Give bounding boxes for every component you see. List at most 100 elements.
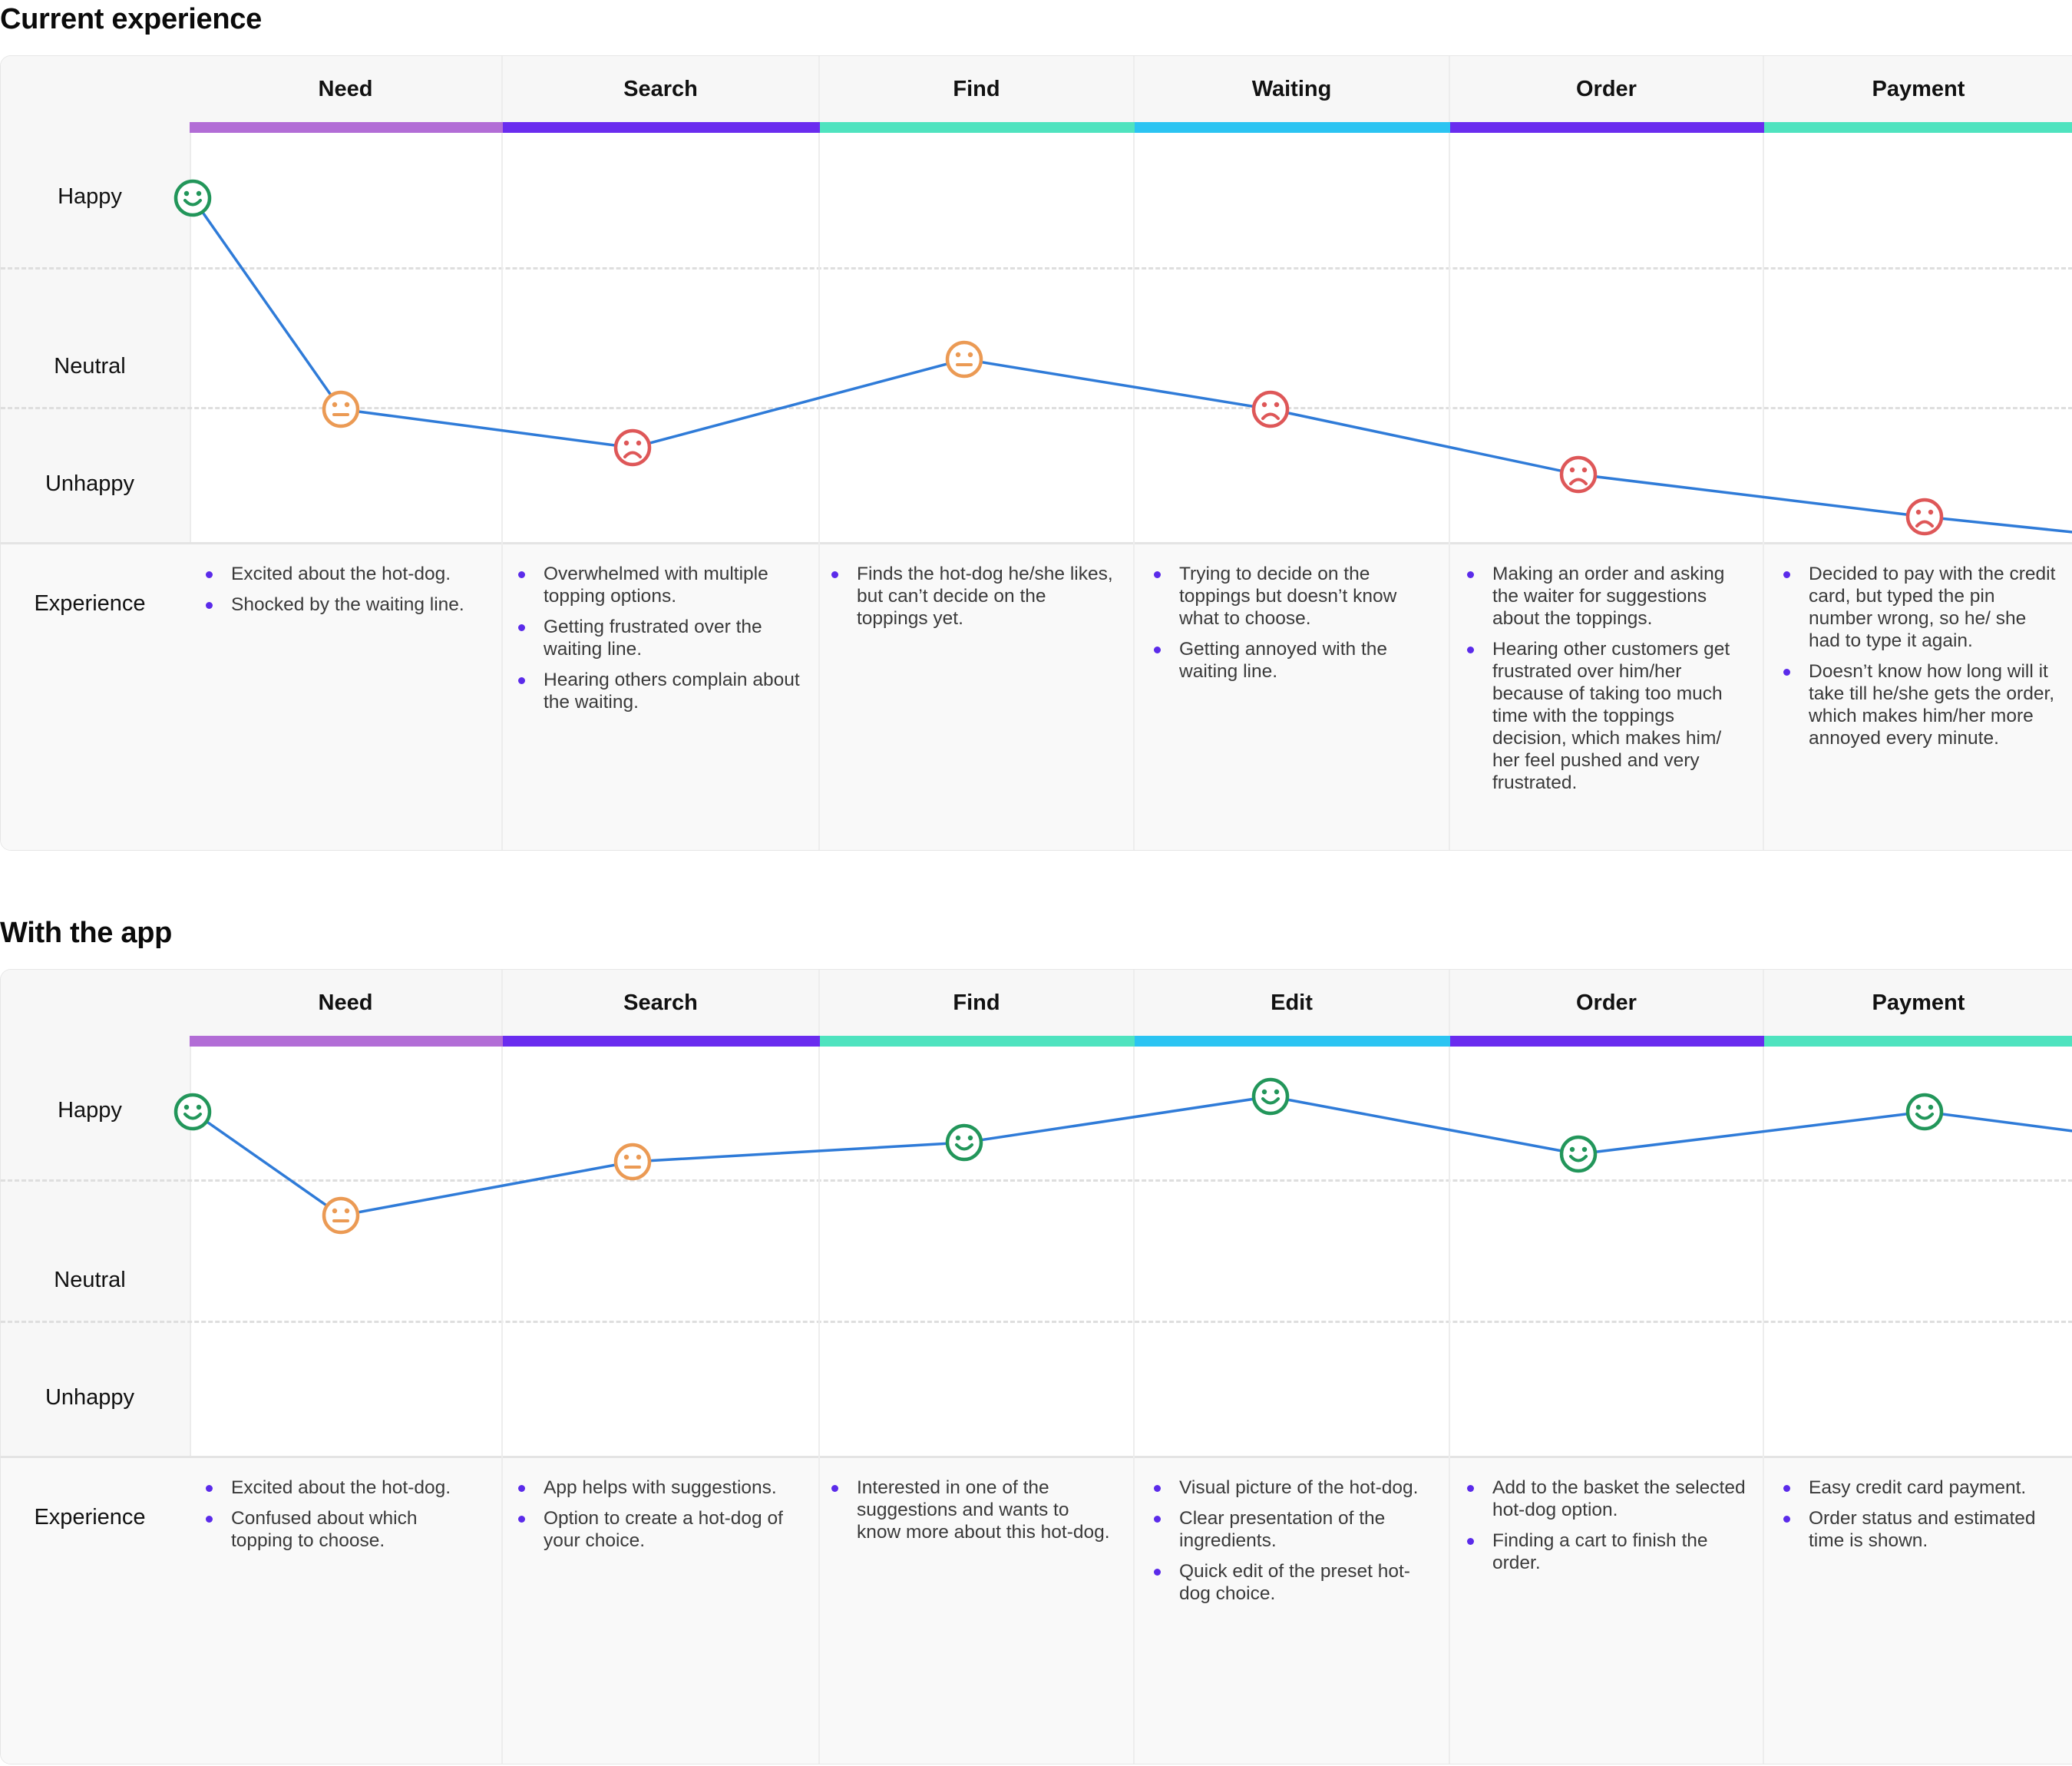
phase-bar: [1764, 122, 2072, 133]
experience-list: Easy credit card payment. Order status an…: [1781, 1477, 2061, 1560]
phase-bar: [503, 1036, 820, 1047]
row-label-happy: Happy: [58, 184, 122, 209]
experience-item: Option to create a hot-dog of your choic…: [516, 1507, 800, 1552]
experience-item: Order status and estimated time is shown…: [1781, 1507, 2061, 1552]
experience-item: Decided to pay with the credit card, but…: [1781, 563, 2061, 652]
row-label-neutral: Neutral: [54, 354, 126, 379]
divider-dashed: [1, 1321, 2072, 1323]
experience-item: Making an order and asking the waiter fo…: [1465, 563, 1749, 630]
unhappy-face-icon: [1905, 498, 1944, 536]
experience-list: Overwhelmed with multiple topping option…: [516, 563, 800, 722]
phase-bar: [190, 1036, 503, 1047]
column-divider: [1763, 970, 1764, 1764]
happy-face-icon: [173, 179, 212, 217]
neutral-face-icon: [322, 390, 360, 428]
phase-bar: [503, 122, 820, 133]
experience-item: Add to the basket the selected hot-dog o…: [1465, 1477, 1749, 1521]
phase-bar: [1135, 122, 1450, 133]
divider-dashed: [1, 1179, 2072, 1182]
phase-order: Order: [1576, 76, 1637, 101]
column-divider: [818, 56, 820, 850]
emotion-curve-chart: [173, 1077, 2072, 1235]
experience-band: [1, 1456, 2072, 1764]
experience-item: Hearing other customers get frustrated o…: [1465, 638, 1749, 794]
journey-board-app: Need Search Find Edit Order Payment Happ…: [0, 969, 2072, 1764]
section-title: With the app: [0, 917, 173, 949]
emotion-curve-chart: [173, 179, 2072, 536]
column-divider: [501, 56, 503, 850]
column-divider: [1763, 56, 1764, 850]
experience-item: Easy credit card payment.: [1781, 1477, 2061, 1499]
column-divider: [1133, 56, 1135, 850]
phase-order: Order: [1576, 990, 1637, 1015]
phase-bar: [820, 1036, 1135, 1047]
divider-dashed: [1, 407, 2072, 409]
experience-item: Interested in one of the suggestions and…: [829, 1477, 1113, 1543]
experience-item: Trying to decide on the toppings but doe…: [1152, 563, 1432, 630]
experience-item: Finding a cart to finish the order.: [1465, 1530, 1749, 1574]
phase-find: Find: [953, 76, 1000, 101]
phase-bar: [1450, 1036, 1764, 1047]
experience-item: Excited about the hot-dog.: [203, 1477, 480, 1499]
unhappy-face-icon: [613, 428, 652, 467]
emotion-line: [191, 197, 2072, 534]
column-divider: [1133, 970, 1135, 1764]
neutral-face-icon: [613, 1143, 652, 1181]
happy-face-icon: [945, 1123, 983, 1162]
happy-face-icon: [1905, 1093, 1944, 1131]
unhappy-face-icon: [1251, 390, 1290, 428]
column-divider: [818, 970, 820, 1764]
experience-item: Getting frustrated over the waiting line…: [516, 616, 800, 660]
experience-item: Shocked by the waiting line.: [203, 594, 480, 616]
phase-payment: Payment: [1872, 76, 1965, 101]
experience-list: Making an order and asking the waiter fo…: [1465, 563, 1749, 802]
journey-board-current: Need Search Find Waiting Order Payment H…: [0, 55, 2072, 851]
phase-bar: [1450, 122, 1764, 133]
row-label-unhappy: Unhappy: [45, 1385, 135, 1410]
experience-item: Quick edit of the preset hot-dog choice.: [1152, 1560, 1432, 1605]
happy-face-icon: [1559, 1135, 1598, 1173]
experience-list: Excited about the hot-dog. Confused about…: [203, 1477, 480, 1560]
experience-list: Trying to decide on the toppings but doe…: [1152, 563, 1432, 691]
experience-item: Finds the hot-dog he/she likes, but can’…: [829, 563, 1113, 630]
unhappy-face-icon: [1559, 455, 1598, 494]
experience-list: Visual picture of the hot-dog. Clear pres…: [1152, 1477, 1432, 1613]
phase-search: Search: [623, 990, 698, 1015]
phase-bar: [820, 122, 1135, 133]
experience-item: Visual picture of the hot-dog.: [1152, 1477, 1432, 1499]
phase-edit: Edit: [1271, 990, 1313, 1015]
section-title: Current experience: [0, 3, 262, 35]
experience-item: Confused about which topping to choose.: [203, 1507, 480, 1552]
row-label-happy: Happy: [58, 1098, 122, 1123]
experience-item: Excited about the hot-dog.: [203, 563, 480, 585]
column-divider: [1449, 970, 1450, 1764]
experience-item: Doesn’t know how long will it take till …: [1781, 660, 2061, 749]
experience-item: Clear presentation of the ingredients.: [1152, 1507, 1432, 1552]
divider-dashed: [1, 267, 2072, 270]
row-label-experience: Experience: [34, 591, 146, 616]
phase-bar: [1764, 1036, 2072, 1047]
phase-search: Search: [623, 76, 698, 101]
experience-item: Overwhelmed with multiple topping option…: [516, 563, 800, 607]
row-label-neutral: Neutral: [54, 1268, 126, 1292]
phase-waiting: Waiting: [1251, 76, 1332, 101]
experience-list: Excited about the hot-dog. Shocked by the…: [203, 563, 480, 624]
happy-face-icon: [1251, 1077, 1290, 1116]
phase-header-band: [190, 56, 2072, 122]
experience-list: Interested in one of the suggestions and…: [829, 1477, 1113, 1552]
phase-need: Need: [318, 990, 373, 1015]
phase-need: Need: [318, 76, 373, 101]
experience-item: Getting annoyed with the waiting line.: [1152, 638, 1432, 683]
experience-list: Decided to pay with the credit card, but…: [1781, 563, 2061, 758]
emotion-line: [191, 1095, 2072, 1217]
neutral-face-icon: [945, 340, 983, 379]
row-label-experience: Experience: [34, 1505, 146, 1530]
phase-header-band: [190, 970, 2072, 1036]
phase-bar: [190, 122, 503, 133]
experience-list: Add to the basket the selected hot-dog o…: [1465, 1477, 1749, 1582]
experience-item: App helps with suggestions.: [516, 1477, 800, 1499]
experience-list: Finds the hot-dog he/she likes, but can’…: [829, 563, 1113, 638]
experience-list: App helps with suggestions. Option to cre…: [516, 1477, 800, 1560]
phase-find: Find: [953, 990, 1000, 1015]
phase-payment: Payment: [1872, 990, 1965, 1015]
